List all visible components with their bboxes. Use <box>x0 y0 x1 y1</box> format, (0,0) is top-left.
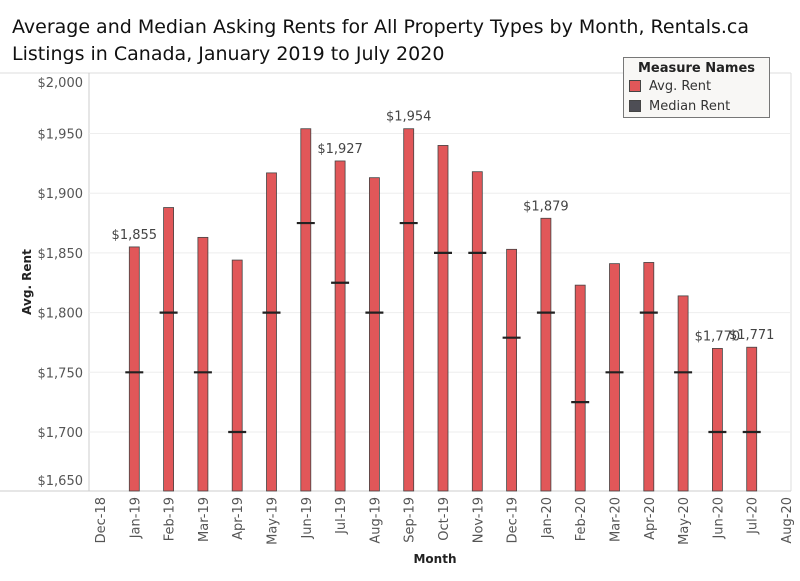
y-tick-label: $1,700 <box>38 426 84 441</box>
bar-avg-rent <box>403 128 415 492</box>
x-tick-label: Jul-20 <box>746 497 761 535</box>
legend-item-median-rent[interactable]: Median Rent <box>629 96 769 116</box>
x-tick-label: Jan-19 <box>128 497 143 539</box>
x-tick-label: Mar-19 <box>197 497 212 542</box>
x-tick-label: Aug-20 <box>780 497 795 544</box>
bar-avg-rent <box>231 259 243 492</box>
legend-swatch-median <box>629 100 641 112</box>
bar-avg-rent <box>128 246 140 492</box>
x-tick-label: Feb-19 <box>163 497 178 541</box>
bar-avg-rent <box>266 172 277 492</box>
legend-swatch-avg <box>629 80 641 92</box>
x-tick-label: Sep-19 <box>403 497 418 543</box>
x-tick-label: Nov-19 <box>471 497 486 543</box>
bar-avg-rent <box>540 217 552 492</box>
legend-item-avg-rent[interactable]: Avg. Rent <box>629 76 769 96</box>
bar-avg-rent <box>197 236 209 492</box>
bar-avg-rent <box>163 207 175 492</box>
x-tick-label: May-19 <box>266 497 281 545</box>
x-tick-label: Dec-19 <box>506 497 521 543</box>
legend-label-median: Median Rent <box>649 98 731 114</box>
bar-avg-rent <box>471 171 483 492</box>
bar-avg-rent <box>677 295 689 492</box>
data-label: $1,855 <box>112 228 158 243</box>
bar-avg-rent <box>746 346 758 492</box>
x-tick-label: Jun-20 <box>711 497 726 540</box>
x-tick-label: Jan-20 <box>540 497 555 539</box>
bar-avg-rent <box>437 145 449 492</box>
x-tick-label: Oct-19 <box>437 497 452 541</box>
legend: Measure Names Avg. Rent Median Rent <box>623 57 770 118</box>
x-tick-label: Jul-19 <box>334 497 349 535</box>
x-tick-label: Feb-20 <box>574 497 589 541</box>
bar-avg-rent <box>368 177 380 492</box>
legend-title: Measure Names <box>637 61 756 76</box>
legend-label-avg: Avg. Rent <box>649 78 712 94</box>
y-tick-label: $1,950 <box>38 128 84 143</box>
bar-avg-rent <box>712 348 723 492</box>
x-tick-label: Apr-19 <box>231 497 246 540</box>
bar-avg-rent <box>574 284 586 492</box>
data-label: $1,927 <box>317 142 363 157</box>
x-tick-label: Mar-20 <box>609 497 624 542</box>
data-label: $1,771 <box>729 328 775 343</box>
x-tick-label: May-20 <box>677 497 692 545</box>
data-label: $1,770 <box>695 329 741 344</box>
y-tick-label: $1,750 <box>38 366 84 381</box>
x-tick-label: Apr-20 <box>643 497 658 540</box>
y-tick-label: $1,800 <box>38 307 84 322</box>
x-tick-label: Dec-18 <box>94 497 109 543</box>
y-tick-label: $1,850 <box>38 247 84 262</box>
bar-avg-rent <box>643 262 655 492</box>
data-label: $1,954 <box>386 110 432 125</box>
x-axis-title: Month <box>413 552 456 566</box>
data-label: $1,879 <box>523 199 569 214</box>
y-tick-label: $2,000 <box>38 76 84 91</box>
bar-avg-rent <box>300 128 312 492</box>
bar-avg-rent <box>506 248 518 492</box>
bar-avg-rent <box>334 160 346 492</box>
y-axis-title: Avg. Rent <box>20 249 34 315</box>
bar-avg-rent <box>609 263 620 492</box>
x-tick-label: Aug-19 <box>368 497 383 544</box>
y-tick-label: $1,900 <box>38 187 84 202</box>
chart-title: Average and Median Asking Rents for All … <box>12 16 750 65</box>
x-tick-label: Jun-19 <box>300 497 315 540</box>
y-tick-label: $1,650 <box>38 474 84 489</box>
